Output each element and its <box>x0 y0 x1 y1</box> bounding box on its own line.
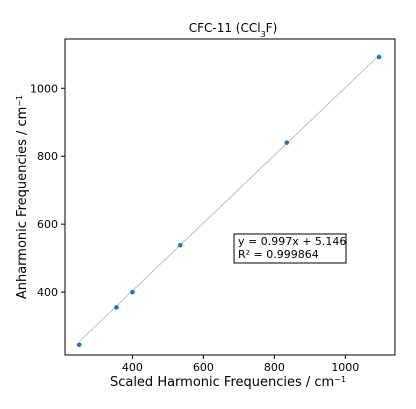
fit-equation: y = 0.997x + 5.146 <box>238 235 346 248</box>
chart-title: CFC-11 (CCl3F) <box>189 21 278 39</box>
x-tick-label: 800 <box>264 361 285 374</box>
x-axis-ticks: 400 600 800 1000 <box>122 355 359 374</box>
data-point <box>376 54 382 60</box>
annotation-box <box>233 233 347 264</box>
plot-frame <box>64 38 396 356</box>
x-axis-label: Scaled Harmonic Frequencies / cm−1 <box>110 375 346 391</box>
y-axis-label: Anharmonic Frequencies / cm−1 <box>15 95 31 299</box>
fit-line <box>78 55 380 342</box>
x-tick-label: 1000 <box>331 361 359 374</box>
data-points <box>76 54 382 348</box>
data-point <box>178 242 183 248</box>
y-axis-ticks: 400 600 800 1000 <box>30 82 65 299</box>
y-tick-label: 600 <box>37 218 58 231</box>
x-tick-label: 400 <box>122 361 143 374</box>
x-tick-label: 600 <box>193 361 214 374</box>
y-tick-label: 800 <box>37 150 58 163</box>
fit-annotation: y = 0.997x + 5.146 R² = 0.999864 <box>233 233 347 264</box>
data-point <box>130 289 135 295</box>
data-point <box>114 305 119 310</box>
fit-r-squared: R² = 0.999864 <box>238 248 319 261</box>
y-tick-label: 1000 <box>30 82 58 95</box>
y-tick-label: 400 <box>37 286 58 299</box>
data-point <box>284 140 290 145</box>
data-point <box>76 342 82 348</box>
plot-area: 400 600 800 1000 400 600 800 1000 <box>30 38 396 374</box>
